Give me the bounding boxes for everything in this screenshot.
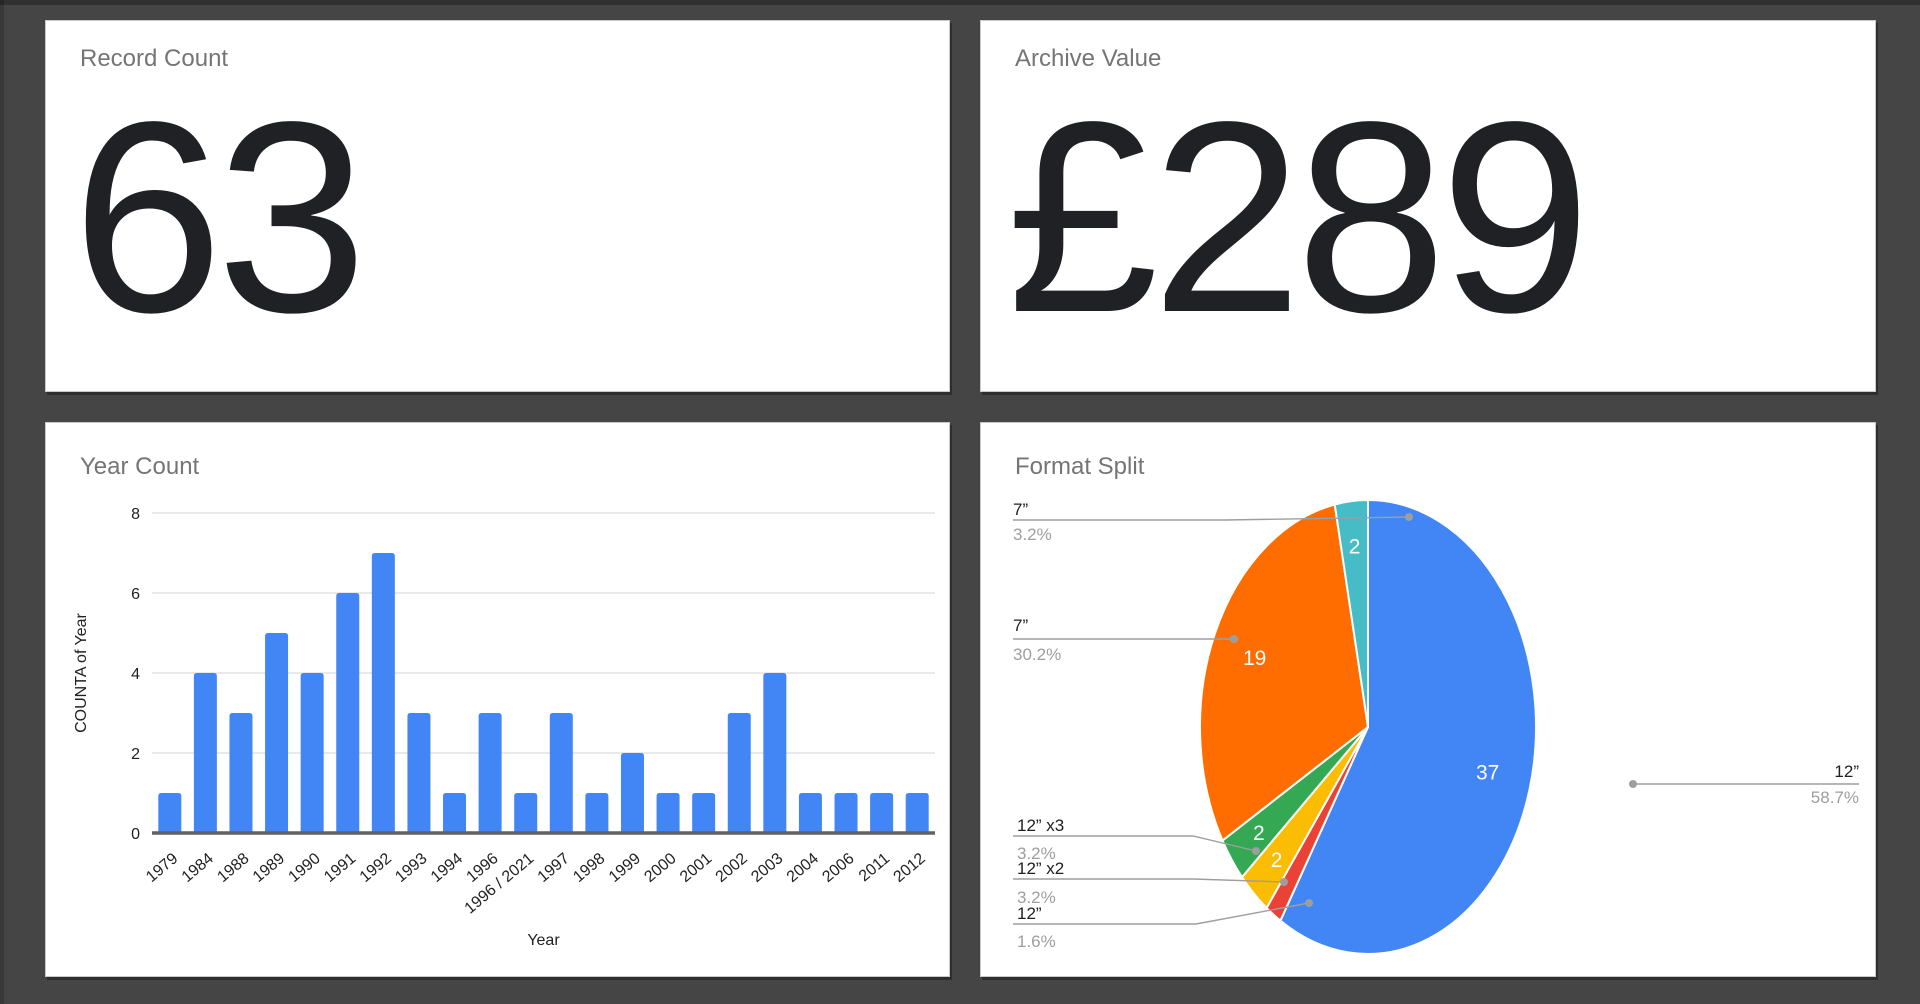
bar-1996 / 2021[interactable] bbox=[514, 793, 538, 833]
callout-label: 7” bbox=[1013, 500, 1028, 519]
bar-1991[interactable] bbox=[336, 593, 360, 833]
callout-anchor-dot bbox=[1252, 847, 1260, 855]
bar-1999[interactable] bbox=[620, 753, 644, 833]
x-tick-label: 1999 bbox=[606, 850, 644, 886]
x-tick-label: 1990 bbox=[286, 850, 324, 886]
y-tick-label: 4 bbox=[131, 666, 140, 683]
pie-slice-0-12”[interactable] bbox=[1279, 498, 1537, 955]
pie-slice-5-7”[interactable] bbox=[1333, 498, 1369, 728]
x-tick-label: 1998 bbox=[570, 850, 608, 886]
x-tick-label: 2006 bbox=[819, 850, 857, 886]
callout-percent: 3.2% bbox=[1017, 844, 1056, 863]
bar-1984[interactable] bbox=[193, 673, 217, 833]
callout-leader-line bbox=[1013, 878, 1285, 883]
x-tick-label: 1988 bbox=[214, 850, 252, 886]
scorecard-title: Record Count bbox=[80, 45, 229, 72]
bar-2001[interactable] bbox=[692, 793, 716, 833]
callout-leader-line bbox=[1013, 902, 1310, 925]
bar-2012[interactable] bbox=[905, 793, 929, 833]
y-tick-label: 8 bbox=[131, 506, 140, 523]
callout-anchor-dot bbox=[1305, 899, 1313, 907]
callout-leader-line bbox=[1013, 516, 1410, 521]
callout-anchor-dot bbox=[1280, 878, 1288, 886]
scorecard-title: Archive Value bbox=[1015, 45, 1162, 72]
bar-2004[interactable] bbox=[798, 793, 822, 833]
callout-label: 12” x2 bbox=[1017, 859, 1064, 878]
bar-1989[interactable] bbox=[265, 633, 289, 833]
x-tick-label: 2012 bbox=[891, 850, 929, 886]
x-tick-label: 1992 bbox=[357, 850, 395, 886]
bar-1979[interactable] bbox=[158, 793, 182, 833]
x-tick-label: 2000 bbox=[641, 850, 679, 886]
pie-slice-value-label: 37 bbox=[1476, 761, 1499, 784]
bar-1988[interactable] bbox=[229, 713, 253, 833]
x-tick-label: 1991 bbox=[321, 850, 359, 886]
callout-percent: 3.2% bbox=[1013, 525, 1052, 544]
x-tick-label: 2004 bbox=[784, 850, 822, 886]
x-tick-label: 2011 bbox=[856, 850, 893, 885]
y-axis-title: COUNTA of Year bbox=[73, 612, 90, 732]
bar-chart-card-year-count: Year Count 0 2 4 6 8 1979 1984 1988 1989 1990 1991… bbox=[45, 422, 950, 977]
bar-2000[interactable] bbox=[656, 793, 680, 833]
x-tick-label: 2003 bbox=[748, 850, 786, 886]
x-tick-label: 1984 bbox=[179, 850, 217, 886]
bar-1992[interactable] bbox=[371, 553, 395, 833]
y-tick-label: 2 bbox=[131, 746, 140, 763]
scorecard-archive-value: Archive Value £289 bbox=[980, 20, 1876, 392]
y-tick-label: 0 bbox=[131, 826, 140, 843]
chart-title: Year Count bbox=[80, 453, 200, 480]
scorecard-value: £289 bbox=[1007, 65, 1591, 369]
bar-1990[interactable] bbox=[300, 673, 324, 833]
pie-slice-value-label: 2 bbox=[1271, 849, 1283, 872]
x-tick-label: 1979 bbox=[143, 850, 181, 886]
bar-1993[interactable] bbox=[407, 713, 431, 833]
pie-slice-value-label: 19 bbox=[1243, 647, 1266, 670]
callout-label: 12” bbox=[1017, 904, 1042, 923]
year-count-bar-chart: 0246819791984198819891990199119921993199… bbox=[73, 506, 935, 949]
bar-2002[interactable] bbox=[727, 713, 751, 833]
callout-anchor-dot bbox=[1629, 780, 1637, 788]
pie-slice-value-label: 2 bbox=[1253, 822, 1265, 845]
x-axis-title: Year bbox=[527, 932, 560, 949]
x-tick-label: 1989 bbox=[250, 850, 288, 886]
callout-anchor-dot bbox=[1230, 635, 1238, 643]
bar-2003[interactable] bbox=[763, 673, 787, 833]
scorecard-value: 63 bbox=[72, 65, 368, 369]
callout-percent: 30.2% bbox=[1013, 645, 1061, 664]
callout-leader-line bbox=[1013, 835, 1257, 852]
pie-chart-card-format-split: Format Split 37 2 2 19 2 7” 3.2% 7” 30.2% 12” x3 3… bbox=[980, 422, 1876, 977]
y-tick-label: 6 bbox=[131, 586, 140, 603]
callout-label: 7” bbox=[1013, 616, 1028, 635]
bar-2011[interactable] bbox=[870, 793, 894, 833]
x-tick-label: 1994 bbox=[428, 850, 466, 886]
scorecard-record-count: Record Count 63 bbox=[45, 20, 950, 392]
callout-percent: 1.6% bbox=[1017, 932, 1056, 951]
callout-label: 12” bbox=[1834, 762, 1859, 781]
x-tick-label: 2002 bbox=[713, 850, 751, 886]
chart-title: Format Split bbox=[1015, 453, 1145, 480]
callout-percent: 3.2% bbox=[1017, 888, 1056, 907]
callout-anchor-dot bbox=[1405, 513, 1413, 521]
bar-1997[interactable] bbox=[549, 713, 573, 833]
callout-label: 12” x3 bbox=[1017, 816, 1064, 835]
x-tick-label: 1997 bbox=[535, 850, 573, 886]
pie-slice-value-label: 2 bbox=[1349, 535, 1361, 558]
bar-1994[interactable] bbox=[443, 793, 467, 833]
callout-percent: 58.7% bbox=[1811, 788, 1859, 807]
x-tick-label: 1993 bbox=[392, 850, 430, 886]
pie-slice-4-7”[interactable] bbox=[1199, 503, 1370, 843]
bar-2006[interactable] bbox=[834, 793, 858, 833]
bar-1998[interactable] bbox=[585, 793, 609, 833]
bar-1996[interactable] bbox=[478, 713, 502, 833]
x-tick-label: 2001 bbox=[677, 850, 715, 886]
